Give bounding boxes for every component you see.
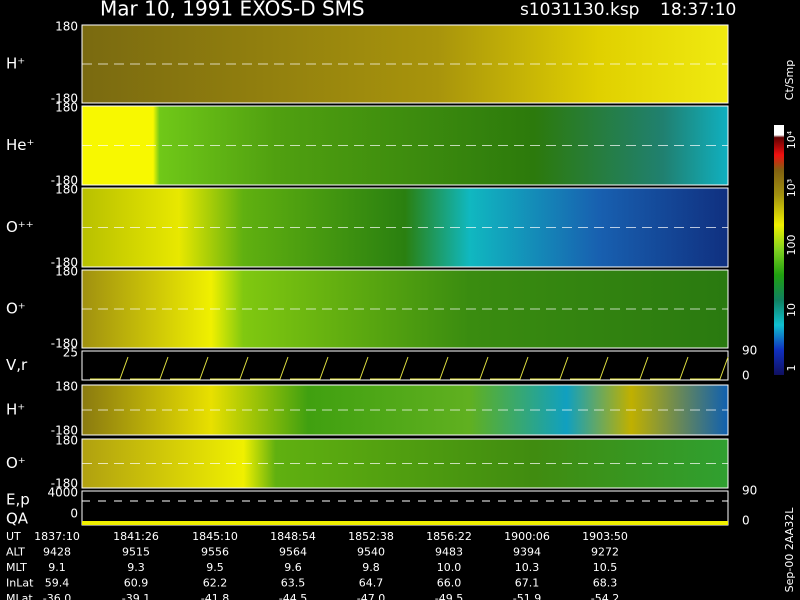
cell: 60.9 xyxy=(124,577,149,590)
colorbar-label: 100 xyxy=(785,235,798,256)
file-name: s1031130.ksp xyxy=(520,0,639,20)
y-tick-label: 180 xyxy=(55,101,78,115)
cell: 1848:54 xyxy=(270,530,316,543)
cell: 9483 xyxy=(435,546,463,559)
panel-label: E,p xyxy=(6,491,30,509)
row-label: UT xyxy=(6,530,21,543)
y-tick-label: 180 xyxy=(55,380,78,394)
panel-label: O⁺⁺ xyxy=(6,218,34,236)
y-tick-label: 25 xyxy=(63,346,78,360)
title: Mar 10, 1991 EXOS-D SMS xyxy=(100,0,365,21)
cell: 62.2 xyxy=(203,577,228,590)
cell: -49.5 xyxy=(435,592,463,600)
cell: 66.0 xyxy=(437,577,462,590)
y-tick-label: -180 xyxy=(51,424,78,438)
cell: -41.8 xyxy=(201,592,229,600)
panel-label: O⁺ xyxy=(6,300,26,318)
cell: 1856:22 xyxy=(426,530,472,543)
cell: 9564 xyxy=(279,546,307,559)
colorbar-unit: Ct/Smp xyxy=(783,60,796,100)
cell: -36.0 xyxy=(43,592,71,600)
y-tick-label: -180 xyxy=(51,477,78,491)
cell: 9.1 xyxy=(48,561,66,574)
cell: 68.3 xyxy=(593,577,618,590)
row-label: InLat xyxy=(6,577,34,590)
cell: -54.2 xyxy=(591,592,619,600)
cell: 1841:26 xyxy=(113,530,159,543)
row-label: MLat xyxy=(6,592,33,600)
cell: 1837:10 xyxy=(34,530,80,543)
y-tick-label: 4000 xyxy=(47,486,78,500)
colorbar-label: 10⁴ xyxy=(785,130,798,149)
row-label: ALT xyxy=(6,546,25,559)
cell: 10.5 xyxy=(593,561,618,574)
y2-tick-label: 90 xyxy=(742,344,757,358)
colorbar-label: 1 xyxy=(785,365,798,372)
cell: 9515 xyxy=(122,546,150,559)
cell: 9.3 xyxy=(127,561,145,574)
panel xyxy=(81,490,729,526)
cell: 9.6 xyxy=(284,561,302,574)
y-tick-label: 0 xyxy=(70,507,78,521)
y-tick-label: 180 xyxy=(55,265,78,279)
cell: -44.5 xyxy=(279,592,307,600)
cell: 1903:50 xyxy=(582,530,628,543)
footer-id: Sep-00 2AA32L xyxy=(783,507,796,593)
row-label: MLT xyxy=(6,561,27,574)
cell: -39.1 xyxy=(122,592,150,600)
panel-label: He⁺ xyxy=(6,136,34,154)
y-tick-label: 180 xyxy=(55,20,78,34)
panel-label: QA xyxy=(6,510,29,528)
colorbar-label: 10 xyxy=(785,303,798,317)
cell: 1845:10 xyxy=(192,530,238,543)
panel-label: H⁺ xyxy=(6,401,25,419)
cell: -51.9 xyxy=(513,592,541,600)
panel xyxy=(81,384,729,436)
y2-tick-label: 0 xyxy=(742,514,750,528)
cell: 9556 xyxy=(201,546,229,559)
cell: 9394 xyxy=(513,546,541,559)
y-tick-label: -180 xyxy=(51,256,78,270)
cell: 64.7 xyxy=(359,577,384,590)
cell: 9272 xyxy=(591,546,619,559)
y-tick-label: 180 xyxy=(55,183,78,197)
y-tick-label: -180 xyxy=(51,92,78,106)
cell: 9428 xyxy=(43,546,71,559)
cell: 59.4 xyxy=(45,577,70,590)
cell: -47.0 xyxy=(357,592,385,600)
time: 18:37:10 xyxy=(660,0,736,20)
cell: 9.5 xyxy=(206,561,224,574)
colorbar xyxy=(774,125,784,375)
y-tick-label: -180 xyxy=(51,337,78,351)
cell: 67.1 xyxy=(515,577,540,590)
panel-label: H⁺ xyxy=(6,55,25,73)
y-tick-label: 180 xyxy=(55,434,78,448)
cell: 9.8 xyxy=(362,561,380,574)
cell: 9540 xyxy=(357,546,385,559)
y2-tick-label: 90 xyxy=(742,484,757,498)
qa-bar xyxy=(82,521,728,525)
cell: 63.5 xyxy=(281,577,306,590)
panel-label: V,r xyxy=(6,356,28,374)
y2-tick-label: 0 xyxy=(742,369,750,383)
colorbar-label: 10³ xyxy=(785,179,798,197)
cell: 1852:38 xyxy=(348,530,394,543)
cell: 10.3 xyxy=(515,561,540,574)
panel-label: O⁺ xyxy=(6,454,26,472)
y-tick-label: -180 xyxy=(51,174,78,188)
cell: 10.0 xyxy=(437,561,462,574)
cell: 1900:06 xyxy=(504,530,550,543)
velocity-trace xyxy=(90,356,729,380)
